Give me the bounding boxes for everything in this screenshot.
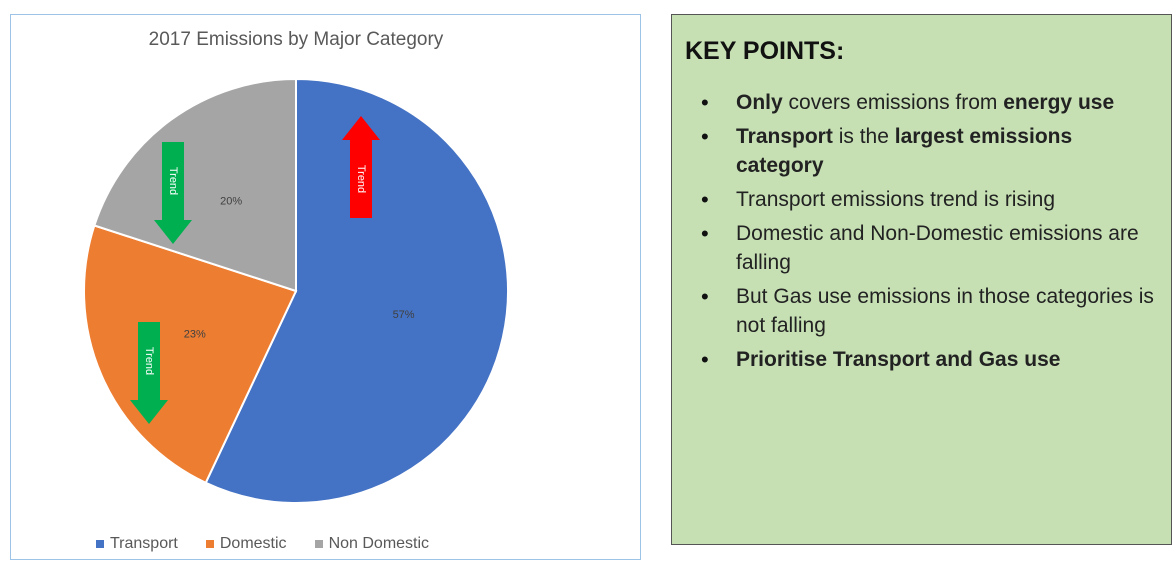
text: covers emissions from <box>782 91 1004 114</box>
legend-item-domestic: Domestic <box>205 535 287 553</box>
trend-label: Trend <box>167 167 179 195</box>
trend-label: Trend <box>143 347 155 375</box>
legend-label: Non Domestic <box>328 535 430 552</box>
key-point-item: Domestic and Non-Domestic emissions are … <box>685 219 1157 277</box>
legend-swatch <box>314 540 323 548</box>
trend-arrow-non-domestic: Trend <box>154 142 192 244</box>
data-label-transport: 57% <box>393 309 415 321</box>
chart-title: 2017 Emissions by Major Category <box>148 29 444 50</box>
bold-text: energy use <box>1003 91 1115 114</box>
pie-slice-non-domestic <box>93 77 297 293</box>
trend-arrow-domestic: Trend <box>130 322 168 424</box>
text: is the <box>832 125 895 148</box>
chart-panel: 2017 Emissions by Major Category 57% 23% 2… <box>10 14 641 560</box>
legend-item-transport: Transport <box>96 535 178 553</box>
text: Transport emissions trend is rising <box>736 188 1055 211</box>
key-point-item: Only covers emissions from energy use <box>685 88 1157 117</box>
legend-swatch <box>96 540 104 548</box>
key-point-item: Transport emissions trend is rising <box>685 185 1157 214</box>
key-points-list: Only covers emissions from energy use Tra… <box>685 88 1157 374</box>
bold-text: Only <box>736 91 783 114</box>
legend-label: Domestic <box>219 535 287 552</box>
key-point-item: Transport is the largest emissions categ… <box>685 122 1157 180</box>
pie-slice-domestic <box>83 224 298 485</box>
legend-item-non-domestic: Non Domestic <box>314 535 430 553</box>
trend-arrow-transport: Trend <box>342 116 380 218</box>
key-points-panel: KEY POINTS: Only covers emissions from e… <box>671 14 1172 545</box>
bold-text: Prioritise Transport and Gas use <box>736 348 1061 371</box>
text: Domestic and Non-Domestic emissions are … <box>736 222 1139 274</box>
trend-label: Trend <box>355 165 367 193</box>
key-points-title: KEY POINTS: <box>685 37 845 65</box>
data-label-non-domestic: 20% <box>220 196 242 208</box>
pie-chart: 57% 23% 20% Trend Trend Trend <box>83 77 509 504</box>
chart-legend: Transport Domestic Non Domestic <box>96 535 429 553</box>
legend-label: Transport <box>110 535 178 552</box>
key-point-item: But Gas use emissions in those categorie… <box>685 282 1157 340</box>
pie-slice-transport <box>204 77 509 504</box>
data-label-domestic: 23% <box>184 329 206 341</box>
text: But Gas use emissions in those categorie… <box>736 285 1154 337</box>
bold-text: largest emissions category <box>736 125 1073 177</box>
bold-text: Transport <box>736 125 833 148</box>
legend-swatch <box>205 540 214 548</box>
key-point-item: Prioritise Transport and Gas use <box>685 345 1157 374</box>
